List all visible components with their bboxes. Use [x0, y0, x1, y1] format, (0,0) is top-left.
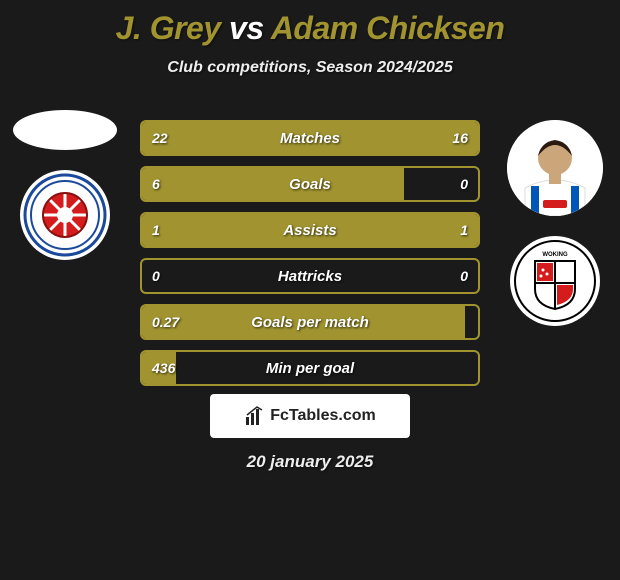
fctables-logo-icon	[244, 405, 266, 427]
subtitle: Club competitions, Season 2024/2025	[0, 59, 620, 77]
stat-row: 0.27Goals per match	[140, 304, 480, 340]
hartlepool-badge-icon	[23, 173, 107, 257]
stat-value-right: 0	[460, 260, 468, 292]
player2-photo	[507, 120, 603, 216]
player1-photo-placeholder	[13, 110, 117, 150]
stat-label: Goals	[142, 168, 478, 200]
stat-row: 6Goals0	[140, 166, 480, 202]
stat-row: 1Assists1	[140, 212, 480, 248]
stat-label: Matches	[142, 122, 478, 154]
brand-text: FcTables.com	[270, 407, 376, 425]
stat-value-right: 16	[452, 122, 468, 154]
stat-label: Hattricks	[142, 260, 478, 292]
stat-label: Goals per match	[142, 306, 478, 338]
title-player1: J. Grey	[116, 10, 221, 46]
stat-label: Assists	[142, 214, 478, 246]
svg-text:WOKING: WOKING	[542, 252, 568, 258]
stats-container: 22Matches166Goals01Assists10Hattricks00.…	[140, 120, 480, 396]
title-player2: Adam Chicksen	[271, 10, 505, 46]
player2-club-badge: WOKING	[510, 236, 600, 326]
woking-badge-icon: WOKING	[513, 239, 597, 323]
left-player-column	[10, 110, 120, 260]
comparison-title: J. Grey vs Adam Chicksen	[0, 0, 620, 47]
title-vs: vs	[229, 10, 264, 46]
stat-value-right: 0	[460, 168, 468, 200]
stat-label: Min per goal	[142, 352, 478, 384]
stat-row: 436Min per goal	[140, 350, 480, 386]
player2-avatar-icon	[507, 120, 603, 216]
right-player-column: WOKING	[500, 120, 610, 326]
brand-badge: FcTables.com	[210, 394, 410, 438]
stat-row: 0Hattricks0	[140, 258, 480, 294]
stat-row: 22Matches16	[140, 120, 480, 156]
stat-value-right: 1	[460, 214, 468, 246]
player1-club-badge	[20, 170, 110, 260]
comparison-date: 20 january 2025	[0, 452, 620, 472]
